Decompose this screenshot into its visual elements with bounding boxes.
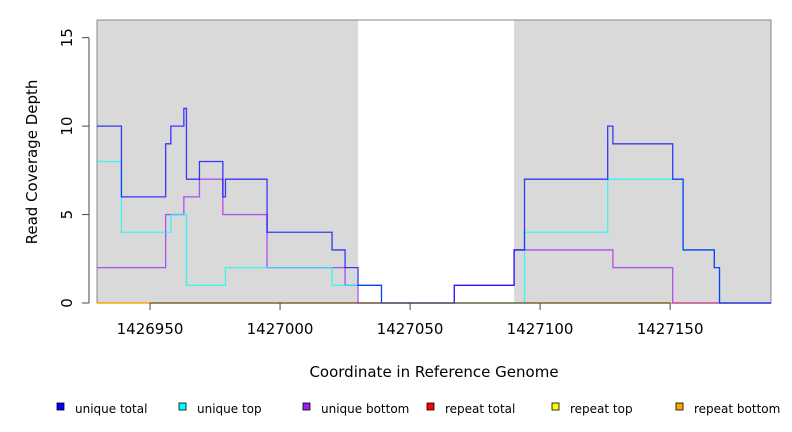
legend-label: unique total: [75, 402, 147, 416]
y-tick-label: 15: [58, 28, 76, 47]
legend-swatch: [426, 402, 435, 411]
legend-label: unique bottom: [321, 402, 409, 416]
x-tick-label: 1427150: [637, 320, 704, 338]
series-line-unique-bottom: [97, 178, 771, 304]
legend-swatch: [302, 402, 311, 411]
y-axis-label: Read Coverage Depth: [23, 80, 41, 245]
x-tick-label: 1427050: [377, 320, 444, 338]
y-tick-label: 5: [58, 210, 76, 220]
legend-item: repeat bottom: [675, 402, 780, 416]
legend-swatch: [551, 402, 560, 411]
x-tick-label: 1427100: [507, 320, 574, 338]
shaded-region: [514, 20, 771, 303]
series-line-unique-total: [97, 107, 771, 304]
legend-item: repeat total: [426, 402, 515, 416]
legend-label: repeat bottom: [694, 402, 780, 416]
legend-label: unique top: [197, 402, 262, 416]
legend-item: unique bottom: [302, 402, 409, 416]
y-tick-label: 0: [58, 298, 76, 308]
legend-label: repeat total: [445, 402, 515, 416]
legend-swatch: [178, 402, 187, 411]
legend-item: unique top: [178, 402, 262, 416]
x-tick-label: 1427000: [247, 320, 314, 338]
legend-item: repeat top: [551, 402, 633, 416]
legend-swatch: [675, 402, 684, 411]
legend-label: repeat top: [570, 402, 633, 416]
x-axis-label: Coordinate in Reference Genome: [309, 363, 558, 381]
shaded-region: [97, 20, 359, 303]
legend-swatch: [56, 402, 65, 411]
legend-item: unique total: [56, 402, 147, 416]
y-tick-label: 10: [58, 117, 76, 136]
x-tick-label: 1426950: [117, 320, 184, 338]
